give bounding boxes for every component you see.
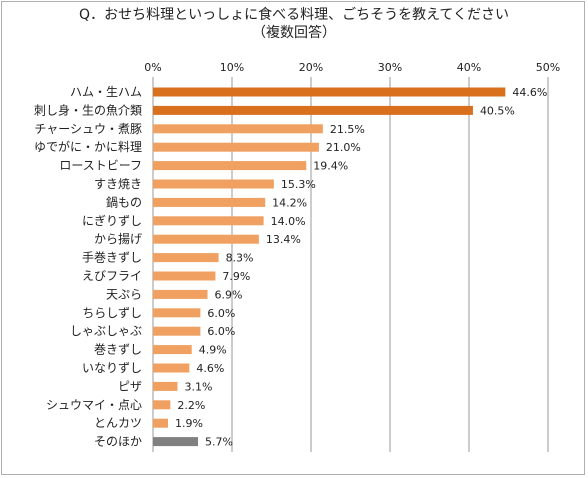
value-label: 7.9% (222, 270, 250, 283)
bar (153, 124, 323, 134)
value-label: 8.3% (226, 252, 254, 265)
bar (153, 326, 201, 336)
bar (153, 363, 190, 373)
bar (153, 216, 264, 226)
category-label: 手巻きずし (82, 251, 142, 265)
value-label: 4.9% (199, 344, 227, 357)
bar (153, 400, 171, 410)
value-label: 3.1% (184, 380, 212, 393)
category-label: から揚げ (94, 232, 142, 246)
bar (153, 253, 219, 263)
category-label: いなりずし (82, 361, 142, 375)
category-label: ゆでがに・かに料理 (34, 139, 142, 154)
x-tick-label: 50% (536, 61, 560, 74)
category-label: しゃぶしゃぶ (70, 324, 142, 338)
bar (153, 197, 266, 207)
chart-title: Q．おせち料理といっしょに食べる料理、ごちそうを教えてください (79, 7, 509, 23)
bar (153, 179, 274, 189)
category-label: とんカツ (94, 416, 142, 430)
value-label: 15.3% (281, 178, 316, 191)
bar (153, 161, 307, 171)
category-label: 巻きずし (94, 343, 142, 357)
category-label: すき焼き (94, 177, 142, 191)
value-label: 44.6% (512, 86, 547, 99)
bar (153, 105, 473, 115)
value-label: 1.9% (175, 417, 203, 430)
category-label: チャーシュウ・煮豚 (34, 122, 142, 136)
value-label: 4.6% (196, 362, 224, 375)
bar (153, 418, 169, 428)
x-tick-label: 30% (378, 61, 402, 74)
x-tick-label: 40% (457, 61, 481, 74)
category-label: シュウマイ・点心 (46, 398, 142, 412)
x-tick-label: 20% (299, 61, 323, 74)
category-label: 鍋もの (106, 194, 142, 209)
category-label: 天ぷら (106, 287, 142, 301)
bar (153, 289, 208, 299)
value-label: 19.4% (313, 160, 348, 173)
bar (153, 381, 178, 391)
chart-subtitle: （複数回答） (252, 25, 336, 41)
category-label: ローストビーフ (59, 159, 142, 173)
bar (153, 308, 201, 318)
value-label: 6.0% (207, 325, 235, 338)
bar (153, 437, 199, 447)
value-label: 14.0% (271, 215, 306, 228)
value-label: 6.0% (207, 307, 235, 320)
category-label: にぎりずし (82, 214, 142, 228)
value-label: 21.5% (330, 123, 365, 136)
value-label: 21.0% (326, 141, 361, 154)
category-label: ちらしずし (82, 306, 142, 320)
value-label: 40.5% (480, 104, 515, 117)
category-label: ハム・生ハム (70, 85, 142, 99)
value-label: 5.7% (205, 436, 233, 449)
bar (153, 345, 192, 355)
category-label: えびフライ (82, 269, 142, 283)
category-label: ピザ (118, 379, 142, 393)
value-label: 13.4% (266, 233, 301, 246)
category-label: そのほか (94, 435, 142, 449)
value-label: 14.2% (272, 196, 307, 209)
value-label: 2.2% (177, 399, 205, 412)
x-tick-label: 10% (220, 61, 244, 74)
bar (153, 142, 319, 152)
x-tick-label: 0% (144, 61, 161, 74)
bar (153, 87, 506, 97)
value-label: 6.9% (215, 288, 243, 301)
category-label: 刺し身・生の魚介類 (34, 102, 142, 117)
bar (153, 271, 216, 281)
bar (153, 234, 259, 244)
